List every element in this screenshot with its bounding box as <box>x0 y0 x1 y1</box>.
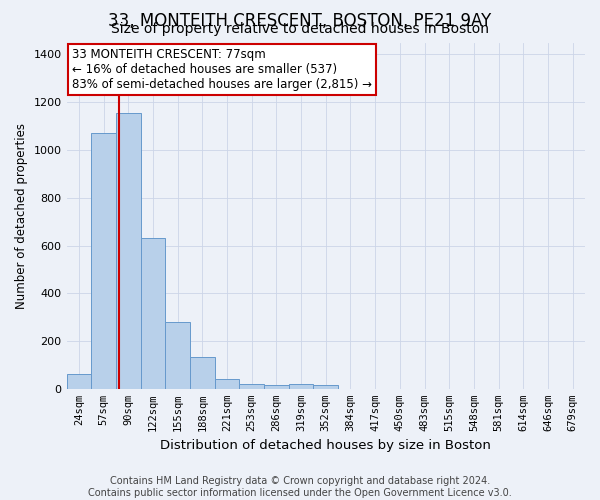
Bar <box>116 113 140 389</box>
Bar <box>215 380 239 389</box>
Bar <box>91 134 116 389</box>
Bar <box>289 384 313 389</box>
Y-axis label: Number of detached properties: Number of detached properties <box>15 122 28 308</box>
Text: Size of property relative to detached houses in Boston: Size of property relative to detached ho… <box>111 22 489 36</box>
Bar <box>165 322 190 389</box>
Bar <box>264 385 289 389</box>
Text: 33 MONTEITH CRESCENT: 77sqm
← 16% of detached houses are smaller (537)
83% of se: 33 MONTEITH CRESCENT: 77sqm ← 16% of det… <box>72 48 372 90</box>
Bar <box>140 238 165 389</box>
Text: 33, MONTEITH CRESCENT, BOSTON, PE21 9AY: 33, MONTEITH CRESCENT, BOSTON, PE21 9AY <box>109 12 491 30</box>
X-axis label: Distribution of detached houses by size in Boston: Distribution of detached houses by size … <box>160 440 491 452</box>
Bar <box>190 356 215 389</box>
Bar <box>239 384 264 389</box>
Bar <box>313 385 338 389</box>
Bar <box>67 374 91 389</box>
Text: Contains HM Land Registry data © Crown copyright and database right 2024.
Contai: Contains HM Land Registry data © Crown c… <box>88 476 512 498</box>
